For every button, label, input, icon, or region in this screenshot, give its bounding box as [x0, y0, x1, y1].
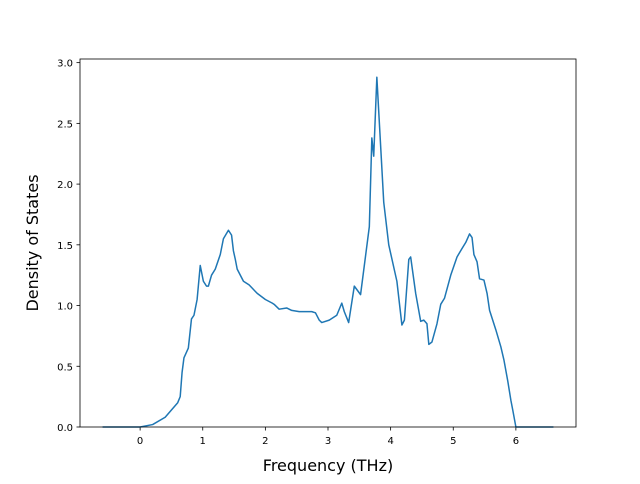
y-axis-label: Density of States [23, 174, 42, 311]
x-tick-label: 0 [137, 436, 143, 447]
data-line [102, 76, 554, 428]
y-tick-label: 2.5 [57, 119, 73, 130]
y-tick-label: 1.0 [57, 302, 73, 313]
y-tick-label: 2.0 [57, 180, 73, 191]
y-tick-label: 1.5 [57, 241, 73, 252]
y-tick-label: 0.5 [57, 362, 73, 373]
x-tick-label: 3 [325, 436, 331, 447]
x-tick-label: 6 [513, 436, 519, 447]
x-tick-label: 2 [262, 436, 268, 447]
y-tick-label: 0.0 [57, 423, 73, 434]
x-axis-label: Frequency (THz) [263, 456, 393, 475]
x-tick-label: 4 [387, 436, 393, 447]
x-tick-label: 5 [450, 436, 456, 447]
y-tick-label: 3.0 [57, 59, 73, 70]
x-tick-label: 1 [200, 436, 206, 447]
plot-frame [79, 58, 577, 428]
